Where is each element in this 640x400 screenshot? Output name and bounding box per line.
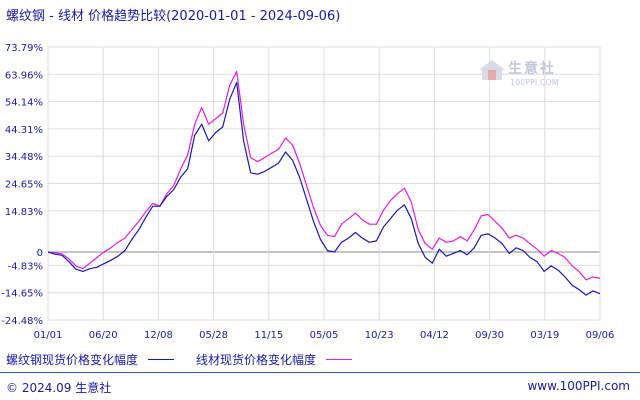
- x-tick-label: 03/19: [530, 330, 559, 341]
- watermark-logo: 生意社 100PPI.COM: [478, 56, 588, 92]
- x-tick-label: 01/01: [34, 330, 63, 341]
- y-tick-label: 54.14%: [5, 98, 43, 109]
- watermark-name: 生意社: [508, 61, 556, 77]
- x-tick-label: 04/12: [420, 330, 449, 341]
- chart-title: 螺纹钢 - 线材 价格趋势比较(2020-01-01 - 2024-09-06): [6, 9, 341, 24]
- y-tick-label: -24.48%: [1, 316, 43, 327]
- watermark-sub: 100PPI.COM: [510, 78, 559, 87]
- y-tick-label: -4.83%: [8, 261, 43, 272]
- y-tick-label: 0: [37, 248, 43, 259]
- y-tick-label: -14.65%: [1, 289, 43, 300]
- footer-divider: [0, 372, 640, 373]
- y-tick-label: 24.65%: [5, 180, 43, 191]
- x-tick-label: 09/06: [586, 330, 615, 341]
- site-url-link[interactable]: www.100PPI.com: [527, 379, 630, 393]
- house-icon: [479, 60, 505, 80]
- x-tick-label: 11/15: [254, 330, 283, 341]
- y-tick-label: 14.83%: [5, 207, 43, 218]
- x-tick-label: 09/30: [475, 330, 504, 341]
- y-tick-label: 44.31%: [5, 125, 43, 136]
- y-tick-label: 34.48%: [5, 152, 43, 163]
- copyright-text: © 2024.09 生意社: [6, 381, 112, 395]
- legend-swatch-series-1: [148, 359, 175, 360]
- y-tick-label: 73.79%: [5, 43, 43, 54]
- x-tick-label: 10/23: [365, 330, 394, 341]
- legend-swatch-series-2: [326, 359, 353, 360]
- x-tick-label: 05/28: [199, 330, 228, 341]
- series-line-1: [47, 81, 601, 296]
- legend-label-series-1: 螺纹钢现货价格变化幅度: [6, 353, 139, 367]
- legend-label-series-2: 线材现货价格变化幅度: [196, 353, 317, 367]
- y-tick-label: 63.96%: [5, 70, 43, 81]
- x-tick-label: 12/08: [144, 330, 173, 341]
- series-line-2: [47, 70, 601, 281]
- x-tick-label: 06/20: [89, 330, 118, 341]
- x-tick-label: 05/05: [310, 330, 339, 341]
- legend: 螺纹钢现货价格变化幅度 线材现货价格变化幅度: [6, 351, 360, 368]
